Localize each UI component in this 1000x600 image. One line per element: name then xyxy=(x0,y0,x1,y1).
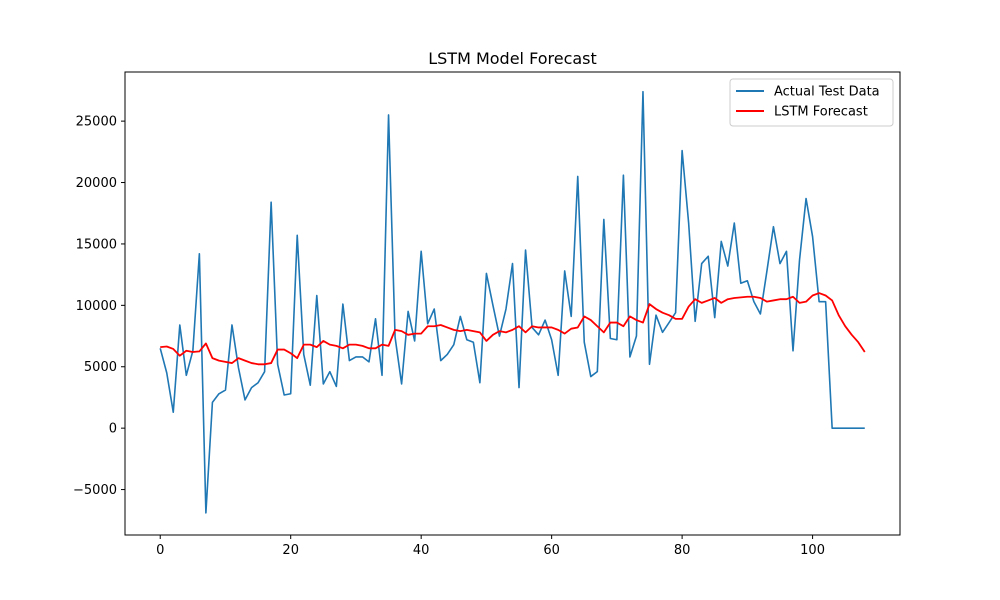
legend-box xyxy=(729,78,894,127)
x-tick-label: 100 xyxy=(800,543,825,558)
y-tick-label: −5000 xyxy=(73,483,117,498)
series-line-actual-test-data xyxy=(159,90,865,514)
y-tick-label: 25000 xyxy=(76,115,117,130)
y-tick-label: 20000 xyxy=(76,176,117,191)
y-tick-label: 10000 xyxy=(76,299,117,314)
series-line-lstm-forecast xyxy=(160,292,866,366)
y-axis: −5000 0 5000 10000 15000 20000 25000 xyxy=(73,115,125,498)
x-axis: 0 20 40 60 80 100 xyxy=(156,535,825,558)
x-tick-label: 60 xyxy=(543,543,560,558)
x-tick-label: 80 xyxy=(674,543,691,558)
x-tick-label: 20 xyxy=(282,543,299,558)
plot-area xyxy=(124,71,901,536)
series-layer xyxy=(159,90,866,514)
legend: Actual Test Data LSTM Forecast xyxy=(729,78,894,127)
legend-label: LSTM Forecast xyxy=(774,105,868,120)
y-tick-label: 15000 xyxy=(76,237,117,252)
y-tick-label: 0 xyxy=(109,422,117,437)
x-tick-label: 0 xyxy=(156,543,164,558)
y-tick-label: 5000 xyxy=(84,360,117,375)
plot-frame xyxy=(124,71,901,536)
x-tick-label: 40 xyxy=(413,543,430,558)
legend-label: Actual Test Data xyxy=(774,85,880,100)
chart-title: LSTM Model Forecast xyxy=(428,49,597,68)
